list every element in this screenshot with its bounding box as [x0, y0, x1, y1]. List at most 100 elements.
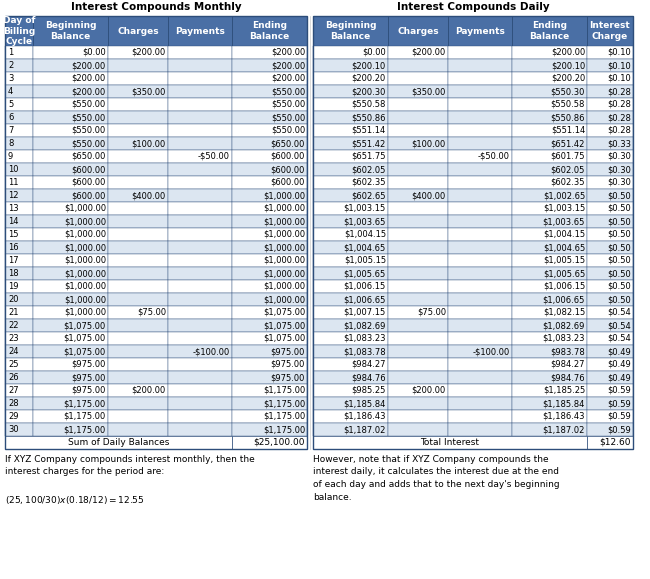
Bar: [232, 423, 307, 436]
Bar: [5, 410, 33, 423]
Bar: [33, 397, 108, 410]
Bar: [512, 46, 587, 59]
Bar: [33, 150, 108, 163]
Bar: [587, 111, 633, 124]
Bar: [5, 371, 33, 384]
Text: $984.76: $984.76: [352, 373, 386, 382]
Text: 21: 21: [8, 308, 18, 317]
Bar: [313, 410, 388, 423]
Text: $0.50: $0.50: [607, 269, 631, 278]
Bar: [448, 384, 512, 397]
Text: $601.75: $601.75: [551, 152, 585, 161]
Bar: [448, 293, 512, 306]
Bar: [33, 85, 108, 98]
Text: $550.58: $550.58: [551, 100, 585, 109]
Bar: [33, 137, 108, 150]
Bar: [448, 72, 512, 85]
Text: $0.50: $0.50: [607, 282, 631, 291]
Bar: [388, 16, 448, 46]
Bar: [512, 358, 587, 371]
Bar: [5, 423, 33, 436]
Bar: [512, 215, 587, 228]
Bar: [587, 358, 633, 371]
Bar: [388, 254, 448, 267]
Text: $1,000.00: $1,000.00: [263, 204, 305, 213]
Bar: [168, 254, 232, 267]
Text: $984.27: $984.27: [551, 360, 585, 369]
Text: $400.00: $400.00: [132, 191, 166, 200]
Bar: [232, 410, 307, 423]
Text: $975.00: $975.00: [72, 373, 106, 382]
Text: $1,004.65: $1,004.65: [543, 243, 585, 252]
Bar: [512, 241, 587, 254]
Bar: [448, 358, 512, 371]
Bar: [5, 280, 33, 293]
Text: $1,175.00: $1,175.00: [263, 386, 305, 395]
Text: $200.00: $200.00: [271, 48, 305, 57]
Text: $551.14: $551.14: [551, 126, 585, 135]
Bar: [512, 306, 587, 319]
Bar: [33, 384, 108, 397]
Bar: [313, 345, 388, 358]
Bar: [313, 124, 388, 137]
Text: $0.30: $0.30: [607, 152, 631, 161]
Bar: [108, 137, 168, 150]
Text: $983.78: $983.78: [551, 347, 585, 356]
Text: 27: 27: [8, 386, 19, 395]
Text: $1,000.00: $1,000.00: [263, 217, 305, 226]
Text: 22: 22: [8, 321, 18, 330]
Bar: [108, 98, 168, 111]
Text: Beginning
Balance: Beginning Balance: [325, 21, 376, 41]
Bar: [388, 397, 448, 410]
Bar: [313, 319, 388, 332]
Text: $200.00: $200.00: [132, 386, 166, 395]
Bar: [33, 267, 108, 280]
Text: $1,175.00: $1,175.00: [263, 399, 305, 408]
Bar: [33, 254, 108, 267]
Text: $0.54: $0.54: [607, 321, 631, 330]
Bar: [448, 423, 512, 436]
Bar: [168, 280, 232, 293]
Bar: [388, 163, 448, 176]
Bar: [5, 59, 33, 72]
Bar: [448, 215, 512, 228]
Text: 9: 9: [8, 152, 13, 161]
Text: $200.10: $200.10: [551, 61, 585, 70]
Bar: [388, 280, 448, 293]
Bar: [232, 319, 307, 332]
Bar: [5, 397, 33, 410]
Bar: [313, 59, 388, 72]
Text: $0.50: $0.50: [607, 191, 631, 200]
Bar: [33, 423, 108, 436]
Text: $602.05: $602.05: [551, 165, 585, 174]
Text: -$100.00: -$100.00: [193, 347, 230, 356]
Bar: [313, 85, 388, 98]
Bar: [5, 16, 307, 449]
Text: $1,005.15: $1,005.15: [543, 256, 585, 265]
Bar: [168, 358, 232, 371]
Text: $1,000.00: $1,000.00: [64, 256, 106, 265]
Bar: [108, 228, 168, 241]
Text: $1,000.00: $1,000.00: [64, 308, 106, 317]
Text: $1,003.65: $1,003.65: [344, 217, 386, 226]
Text: Interest Compounds Monthly: Interest Compounds Monthly: [71, 2, 241, 12]
Bar: [232, 111, 307, 124]
Bar: [313, 150, 388, 163]
Bar: [512, 384, 587, 397]
Bar: [448, 332, 512, 345]
Bar: [448, 397, 512, 410]
Bar: [587, 423, 633, 436]
Text: $602.35: $602.35: [551, 178, 585, 187]
Bar: [33, 228, 108, 241]
Bar: [232, 163, 307, 176]
Bar: [168, 319, 232, 332]
Text: $200.00: $200.00: [551, 48, 585, 57]
Bar: [313, 397, 388, 410]
Text: $1,007.15: $1,007.15: [344, 308, 386, 317]
Bar: [587, 124, 633, 137]
Bar: [232, 137, 307, 150]
Text: $1,000.00: $1,000.00: [263, 243, 305, 252]
Bar: [33, 202, 108, 215]
Bar: [388, 228, 448, 241]
Bar: [108, 280, 168, 293]
